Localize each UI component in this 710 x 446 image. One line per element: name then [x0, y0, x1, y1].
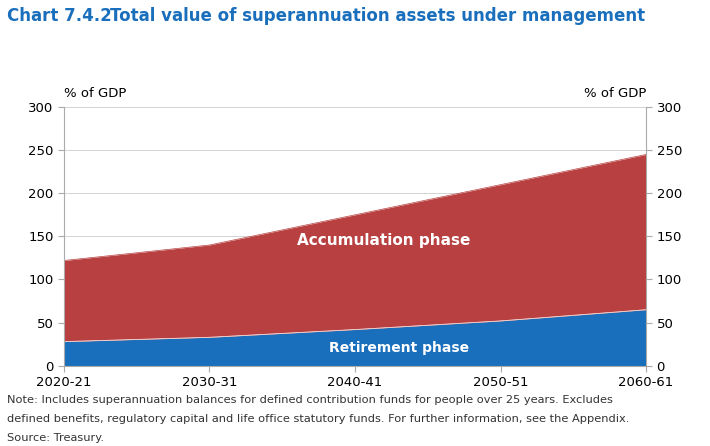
Text: Chart 7.4.2: Chart 7.4.2 — [7, 7, 112, 25]
Text: Note: Includes superannuation balances for defined contribution funds for people: Note: Includes superannuation balances f… — [7, 395, 613, 405]
Text: % of GDP: % of GDP — [64, 87, 126, 100]
Text: Accumulation phase: Accumulation phase — [297, 233, 471, 248]
Text: Retirement phase: Retirement phase — [329, 342, 469, 355]
Text: Source: Treasury.: Source: Treasury. — [7, 433, 104, 443]
Text: Total value of superannuation assets under management: Total value of superannuation assets und… — [110, 7, 645, 25]
Text: defined benefits, regulatory capital and life office statutory funds. For furthe: defined benefits, regulatory capital and… — [7, 414, 630, 424]
Text: % of GDP: % of GDP — [584, 87, 646, 100]
